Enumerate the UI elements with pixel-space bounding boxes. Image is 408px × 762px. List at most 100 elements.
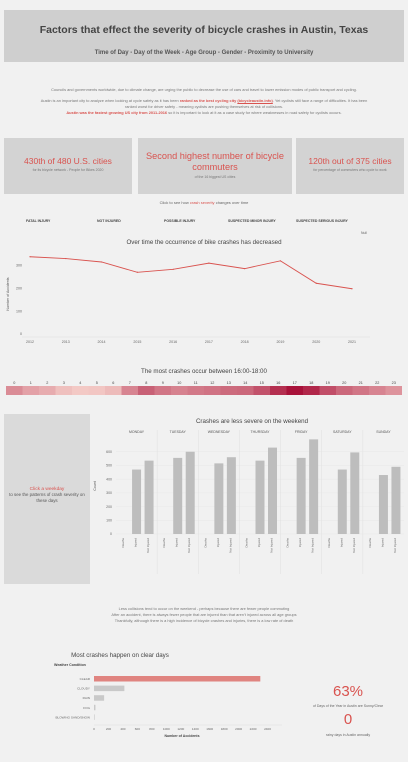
y-tick-label: 300 [106,491,112,495]
weather-bar [94,714,95,720]
stat-card-network: 430th of 480 U.S. cities for its bicycle… [4,138,132,194]
data-point [29,256,31,258]
x-axis-label: Number of Accidents [164,734,199,738]
hour-label: 22 [375,381,379,385]
click-prompt-text: to see the patterns of crash severity on… [9,492,85,503]
x-tick-label: 2200 [250,727,257,731]
severity-option-not-injured[interactable]: NOT INJURED [97,219,121,223]
hour-cell [105,386,122,395]
severity-option-possible[interactable]: POSSIBLE INJURY [164,219,196,223]
dashboard-title: Factors that effect the severity of bicy… [39,24,369,36]
hour-cell [55,386,72,395]
weekday-severity-chart: 0 100 200 300 400 500 600 Count MONDAY Deaths Inju… [93,430,404,574]
weekday-label: SATURDAY [333,430,352,434]
stat-card-commuters: Second highest number of bicycle commute… [138,138,292,194]
bar-label: Injured [216,538,220,548]
severity-option-fatal[interactable]: FATAL INJURY [26,219,51,223]
hour-cell [121,386,138,395]
hour-label: 0 [13,381,15,385]
hour-cell [369,386,386,395]
hint-text: changes over time [215,200,249,205]
hour-cell [22,386,39,395]
hint-text: Click to see how [159,200,189,205]
hint-highlight: crash severity [189,200,215,205]
null-filter-option[interactable]: Null [361,231,367,235]
x-tick-label: 2019 [276,340,284,344]
y-tick-label: 400 [106,477,112,481]
hour-label: 11 [194,381,198,385]
bar-label: Not Injured [393,538,397,553]
intro-line-1: Councils and governments worldwide, due … [51,87,357,92]
x-tick-label: 2018 [241,340,249,344]
data-point [279,260,282,262]
clear-days-percent: 63% [332,683,364,700]
note-line-3: Thankfully, although there is a high inc… [114,618,294,623]
dashboard-header: Factors that effect the severity of bicy… [4,10,404,62]
x-tick-label: 400 [120,727,125,731]
severity-bar [185,451,195,534]
y-axis-label: Count [93,481,97,491]
hour-label: 5 [96,381,98,385]
y-tick-label: 500 [106,464,112,468]
weekday-label: MONDAY [129,430,145,434]
stat-card-caption: of the 16 biggest US cities [194,175,236,179]
weekday-label: SUNDAY [376,430,391,434]
data-point [351,288,353,290]
x-tick-label: 1800 [221,727,228,731]
hour-cell [237,386,254,395]
data-point [244,268,246,270]
hour-cell [138,386,155,395]
hour-cell [154,386,171,395]
bicycleaustin-link[interactable]: (bicycleaustin.info) [237,98,273,103]
bar-label: Deaths [203,538,207,548]
x-tick-label: 2016 [169,340,177,344]
weather-bar [94,704,96,711]
hour-label: 20 [342,381,346,385]
hour-cell [6,386,23,395]
weekday-label: THURSDAY [251,430,271,434]
intro-line-2: Austin is an important city to analyze w… [10,98,398,104]
crash-trend-line [29,256,353,290]
stat-card-value: Second highest number of bicycle commute… [146,151,284,172]
x-tick-label: 800 [149,727,154,731]
data-point [100,261,103,263]
hour-label: 8 [145,381,147,385]
weather-label: CLEAR [80,677,91,681]
x-tick-label: 2017 [205,340,213,344]
bar-label: Deaths [162,538,166,548]
x-tick-label: 1000 [163,727,170,731]
bar-label: Injured [380,538,384,548]
hour-label: 18 [309,381,313,385]
hour-label: 4 [79,381,81,385]
note-line-2: After an accident, there is always fewer… [111,612,297,617]
line-chart-title: Over time the occurrence of bike crashes… [126,239,282,246]
y-tick-label: 100 [16,309,22,313]
x-tick-label: 2400 [264,727,271,731]
hour-cell [204,386,221,395]
hour-label: 7 [129,381,131,385]
bar-label: Not Injured [352,538,356,553]
data-point [208,262,210,264]
data-point [172,268,174,270]
x-tick-label: 1200 [177,727,184,731]
bar-label: Injured [257,538,261,548]
hour-cell [220,386,237,395]
severity-bar [378,475,388,534]
severity-bar [391,466,401,534]
weather-bar [94,695,105,701]
severity-option-minor[interactable]: SUSPECTED MINOR INJURY [228,219,276,223]
click-prompt-highlight: Click a weekday [29,487,65,492]
hour-label: 6 [112,381,114,385]
hour-cell [352,386,369,395]
x-tick-label: 1400 [192,727,199,731]
weekday-label: TUESDAY [170,430,187,434]
severity-bar [337,469,347,534]
hour-cell [187,386,204,395]
bar-label: Injured [134,538,138,548]
data-point [315,282,317,284]
y-axis-label: Number of Accidents [6,277,10,310]
hour-cell [319,386,336,395]
severity-option-serious[interactable]: SUSPECTED SERIOUS INJURY [296,219,348,223]
bar-label: Injured [175,538,179,548]
weekday-label: FRIDAY [295,430,308,434]
